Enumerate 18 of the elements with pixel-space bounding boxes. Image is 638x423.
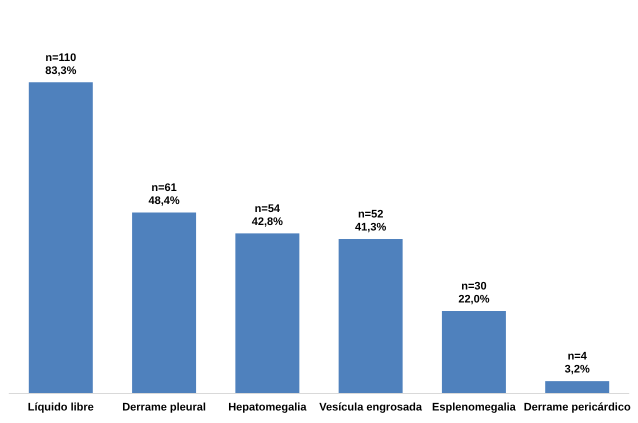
x-tick-label: Líquido libre xyxy=(28,402,94,414)
bar xyxy=(442,310,506,393)
bar xyxy=(28,82,93,393)
data-label: n=110 83,3% xyxy=(45,52,77,77)
x-tick-label: Vesícula engrosada xyxy=(319,402,423,414)
bar xyxy=(338,238,403,393)
x-tick-label: Esplenomegalia xyxy=(432,402,517,414)
data-label: n=30 22,0% xyxy=(458,280,490,306)
data-label: n=4 3,2% xyxy=(564,350,590,376)
x-tick-label: Derrame pleural xyxy=(122,402,206,414)
data-label: n=52 41,3% xyxy=(355,208,386,234)
x-tick-label: Derrame pericárdico xyxy=(524,402,631,414)
bar xyxy=(545,381,610,393)
bar xyxy=(132,212,196,393)
data-label: n=54 42,8% xyxy=(252,202,284,228)
data-label: n=61 48,4% xyxy=(148,182,180,207)
x-tick-label: Hepatomegalia xyxy=(228,402,308,414)
bar xyxy=(235,233,300,393)
